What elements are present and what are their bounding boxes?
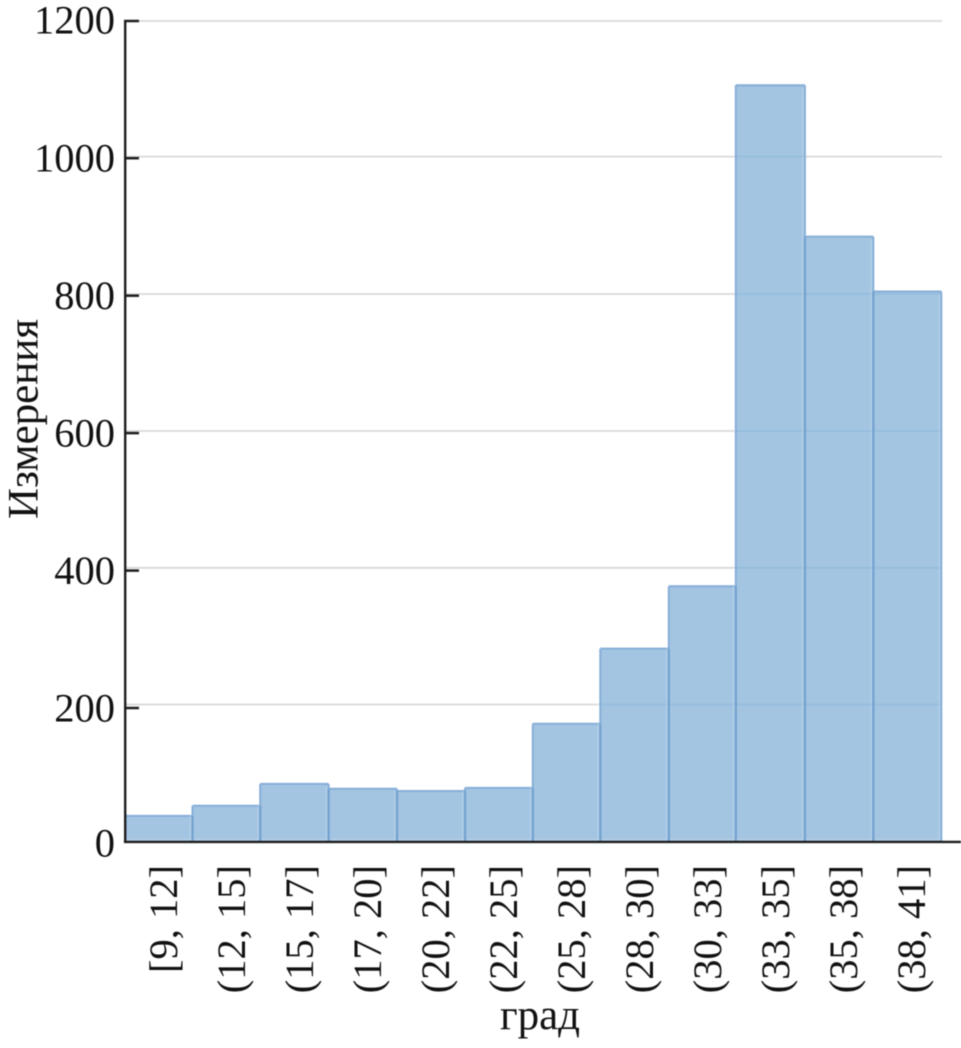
- svg-text:(20, 22]: (20, 22]: [413, 865, 458, 993]
- svg-text:Измерения: Измерения: [0, 319, 47, 519]
- svg-text:град: град: [500, 992, 580, 1039]
- svg-text:(22, 25]: (22, 25]: [481, 865, 526, 993]
- svg-text:(30, 33]: (30, 33]: [685, 865, 730, 993]
- svg-text:600: 600: [54, 410, 115, 455]
- svg-text:(35, 38]: (35, 38]: [821, 865, 866, 993]
- svg-text:(12, 15]: (12, 15]: [209, 865, 254, 993]
- svg-text:200: 200: [54, 685, 115, 730]
- svg-text:(28, 30]: (28, 30]: [617, 865, 662, 993]
- svg-text:0: 0: [95, 821, 115, 866]
- svg-text:400: 400: [54, 548, 115, 593]
- svg-text:(15, 17]: (15, 17]: [277, 865, 322, 993]
- svg-text:(17, 20]: (17, 20]: [345, 865, 390, 993]
- svg-text:[9, 12]: [9, 12]: [141, 865, 186, 973]
- svg-text:800: 800: [54, 273, 115, 318]
- svg-text:1200: 1200: [34, 0, 115, 42]
- svg-text:(38, 41]: (38, 41]: [889, 865, 934, 993]
- svg-text:(33, 35]: (33, 35]: [753, 865, 798, 993]
- svg-text:(25, 28]: (25, 28]: [549, 865, 594, 993]
- svg-text:1000: 1000: [34, 135, 115, 180]
